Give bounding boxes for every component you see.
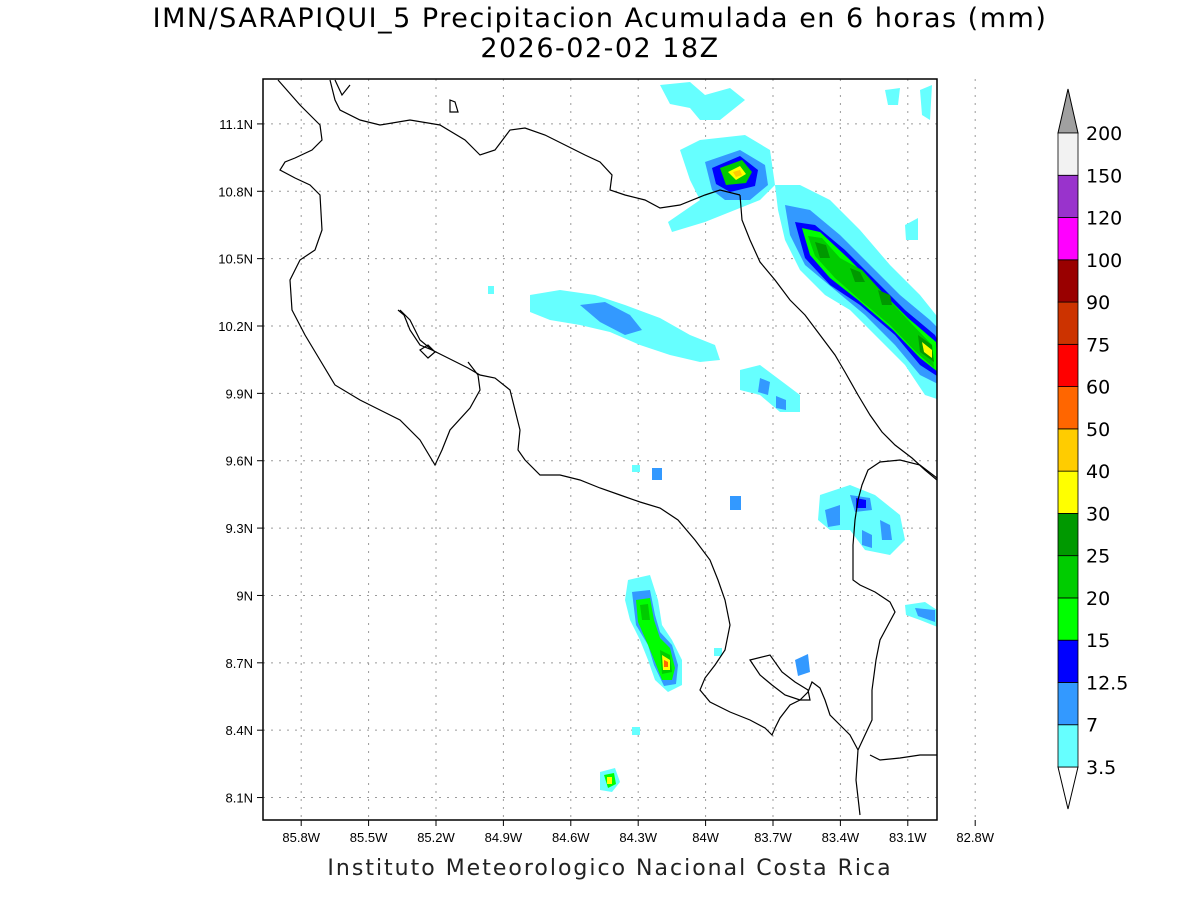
precip-area-caribbean5 — [808, 236, 934, 368]
precip-area-caribbean8 — [885, 85, 932, 240]
coastlines-and-borders — [277, 79, 937, 816]
lon-tick-label: 83.1W — [889, 830, 927, 845]
colorbar-label: 75 — [1086, 334, 1110, 356]
precip-area-offshore6 — [664, 660, 668, 667]
lat-tick-label: 9.9N — [226, 386, 253, 401]
precip-dot-3 — [730, 496, 741, 510]
precip-area-southeast5 — [915, 608, 935, 622]
lon-tick-label: 82.8W — [956, 830, 994, 845]
lat-tick-label: 10.8N — [218, 184, 253, 199]
colorbar-label: 3.5 — [1086, 757, 1116, 779]
precip-dot-2 — [652, 468, 662, 480]
colorbar-swatch — [1057, 724, 1079, 768]
colorbar-label: 7 — [1086, 715, 1098, 737]
panama-border — [852, 459, 937, 816]
precip-dot-5 — [632, 727, 640, 735]
colorbar-label: 90 — [1086, 292, 1110, 314]
map-frame — [262, 78, 938, 821]
precip-area-offshore9 — [607, 777, 612, 784]
pacific-coast — [399, 309, 859, 751]
colorbar-swatch — [1057, 386, 1079, 430]
colorbar-label: 30 — [1086, 503, 1110, 525]
lat-tick-label: 8.7N — [226, 656, 253, 671]
lon-tick-label: 85.8W — [282, 830, 320, 845]
lon-tick-label: 83.4W — [822, 830, 860, 845]
colorbar-label: 200 — [1086, 123, 1122, 145]
colorbar-label: 20 — [1086, 588, 1110, 610]
longitude-tick-labels: 85.8W 85.5W 85.2W 84.9W 84.6W 84.3W 84W 83.7W 83… — [282, 830, 994, 845]
colorbar-swatch — [1057, 682, 1079, 726]
lon-tick-label: 85.5W — [350, 830, 388, 845]
lat-tick-label: 9.6N — [226, 454, 253, 469]
map-subtitle-date: 2026-02-02 18Z — [480, 33, 720, 64]
colorbar-legend: 3.5 7 12.5 15 20 25 30 40 50 60 75 90 100 120 150 200 — [1057, 88, 1128, 810]
colorbar-swatch — [1057, 513, 1079, 557]
lon-tick-label: 84.9W — [485, 830, 523, 845]
colorbar-label: 60 — [1086, 377, 1110, 399]
lat-tick-label: 10.5N — [218, 252, 253, 267]
precip-area-north — [660, 82, 745, 120]
lon-tick-label: 85.2W — [417, 830, 455, 845]
axis-ticks — [257, 123, 976, 826]
colorbar-swatch — [1057, 428, 1079, 472]
colorbar-label: 120 — [1086, 208, 1122, 230]
precip-area-central3 — [740, 365, 800, 412]
panama-coast-east — [869, 754, 937, 761]
lat-tick-label: 8.4N — [226, 723, 253, 738]
lon-tick-label: 84.3W — [619, 830, 657, 845]
colorbar-label: 50 — [1086, 419, 1110, 441]
colorbar-swatch — [1057, 174, 1079, 218]
map-title: IMN/SARAPIQUI_5 Precipitacion Acumulada … — [152, 3, 1048, 34]
colorbar-label: 15 — [1086, 630, 1110, 652]
caribbean-coast — [739, 194, 937, 481]
colorbar-label: 150 — [1086, 165, 1122, 187]
colorbar-swatch — [1057, 132, 1079, 176]
precip-area-caribbean7 — [922, 342, 932, 358]
colorbar-label: 40 — [1086, 461, 1110, 483]
nicaragua-border — [277, 79, 481, 467]
precip-dot-1 — [632, 465, 640, 472]
lon-tick-label: 84W — [692, 830, 719, 845]
colorbar-label: 25 — [1086, 546, 1110, 568]
lon-tick-label: 84.6W — [552, 830, 590, 845]
precip-dot-6 — [714, 648, 722, 656]
colorbar-swatch — [1057, 343, 1079, 388]
precip-area-north7 — [733, 170, 742, 177]
latitude-tick-labels: 8.1N 8.4N 8.7N 9N 9.3N 9.6N 9.9N 10.2N 10.5N 10.8… — [218, 117, 253, 806]
precipitation-field — [488, 82, 937, 792]
colorbar-swatch — [1057, 259, 1079, 303]
colorbar-label: 100 — [1086, 250, 1122, 272]
precip-area-central4 — [758, 378, 786, 410]
map-footer-credit: Instituto Meteorologico Nacional Costa R… — [327, 856, 893, 881]
precip-area-central5 — [488, 286, 494, 294]
lat-tick-label: 11.1N — [219, 117, 253, 132]
osa-peninsula — [749, 654, 811, 701]
lat-tick-label: 9.3N — [226, 521, 253, 536]
colorbar-swatch — [1057, 597, 1079, 641]
precip-dot-4 — [795, 654, 810, 676]
precip-area-central2 — [580, 302, 642, 335]
colorbar-swatch — [1057, 470, 1079, 514]
colorbar-swatch — [1057, 217, 1079, 261]
precip-area-caribbean6 — [815, 242, 934, 362]
colorbar-swatch — [1057, 639, 1079, 683]
lon-tick-label: 83.7W — [754, 830, 792, 845]
colorbar-swatch — [1057, 301, 1079, 345]
lat-tick-label: 8.1N — [226, 791, 253, 806]
colorbar-swatch — [1057, 555, 1079, 599]
map-gridlines — [263, 79, 976, 820]
colorbar-label: 12.5 — [1086, 672, 1128, 694]
lat-tick-label: 9N — [236, 588, 253, 603]
nicoya-inner — [397, 309, 433, 351]
colorbar-under-arrow — [1057, 766, 1079, 810]
northern-coast — [329, 79, 741, 209]
island-north — [449, 99, 459, 113]
colorbar-over-arrow — [1057, 88, 1079, 134]
lat-tick-label: 10.2N — [218, 319, 253, 334]
nicaragua-inland-border — [334, 79, 351, 97]
